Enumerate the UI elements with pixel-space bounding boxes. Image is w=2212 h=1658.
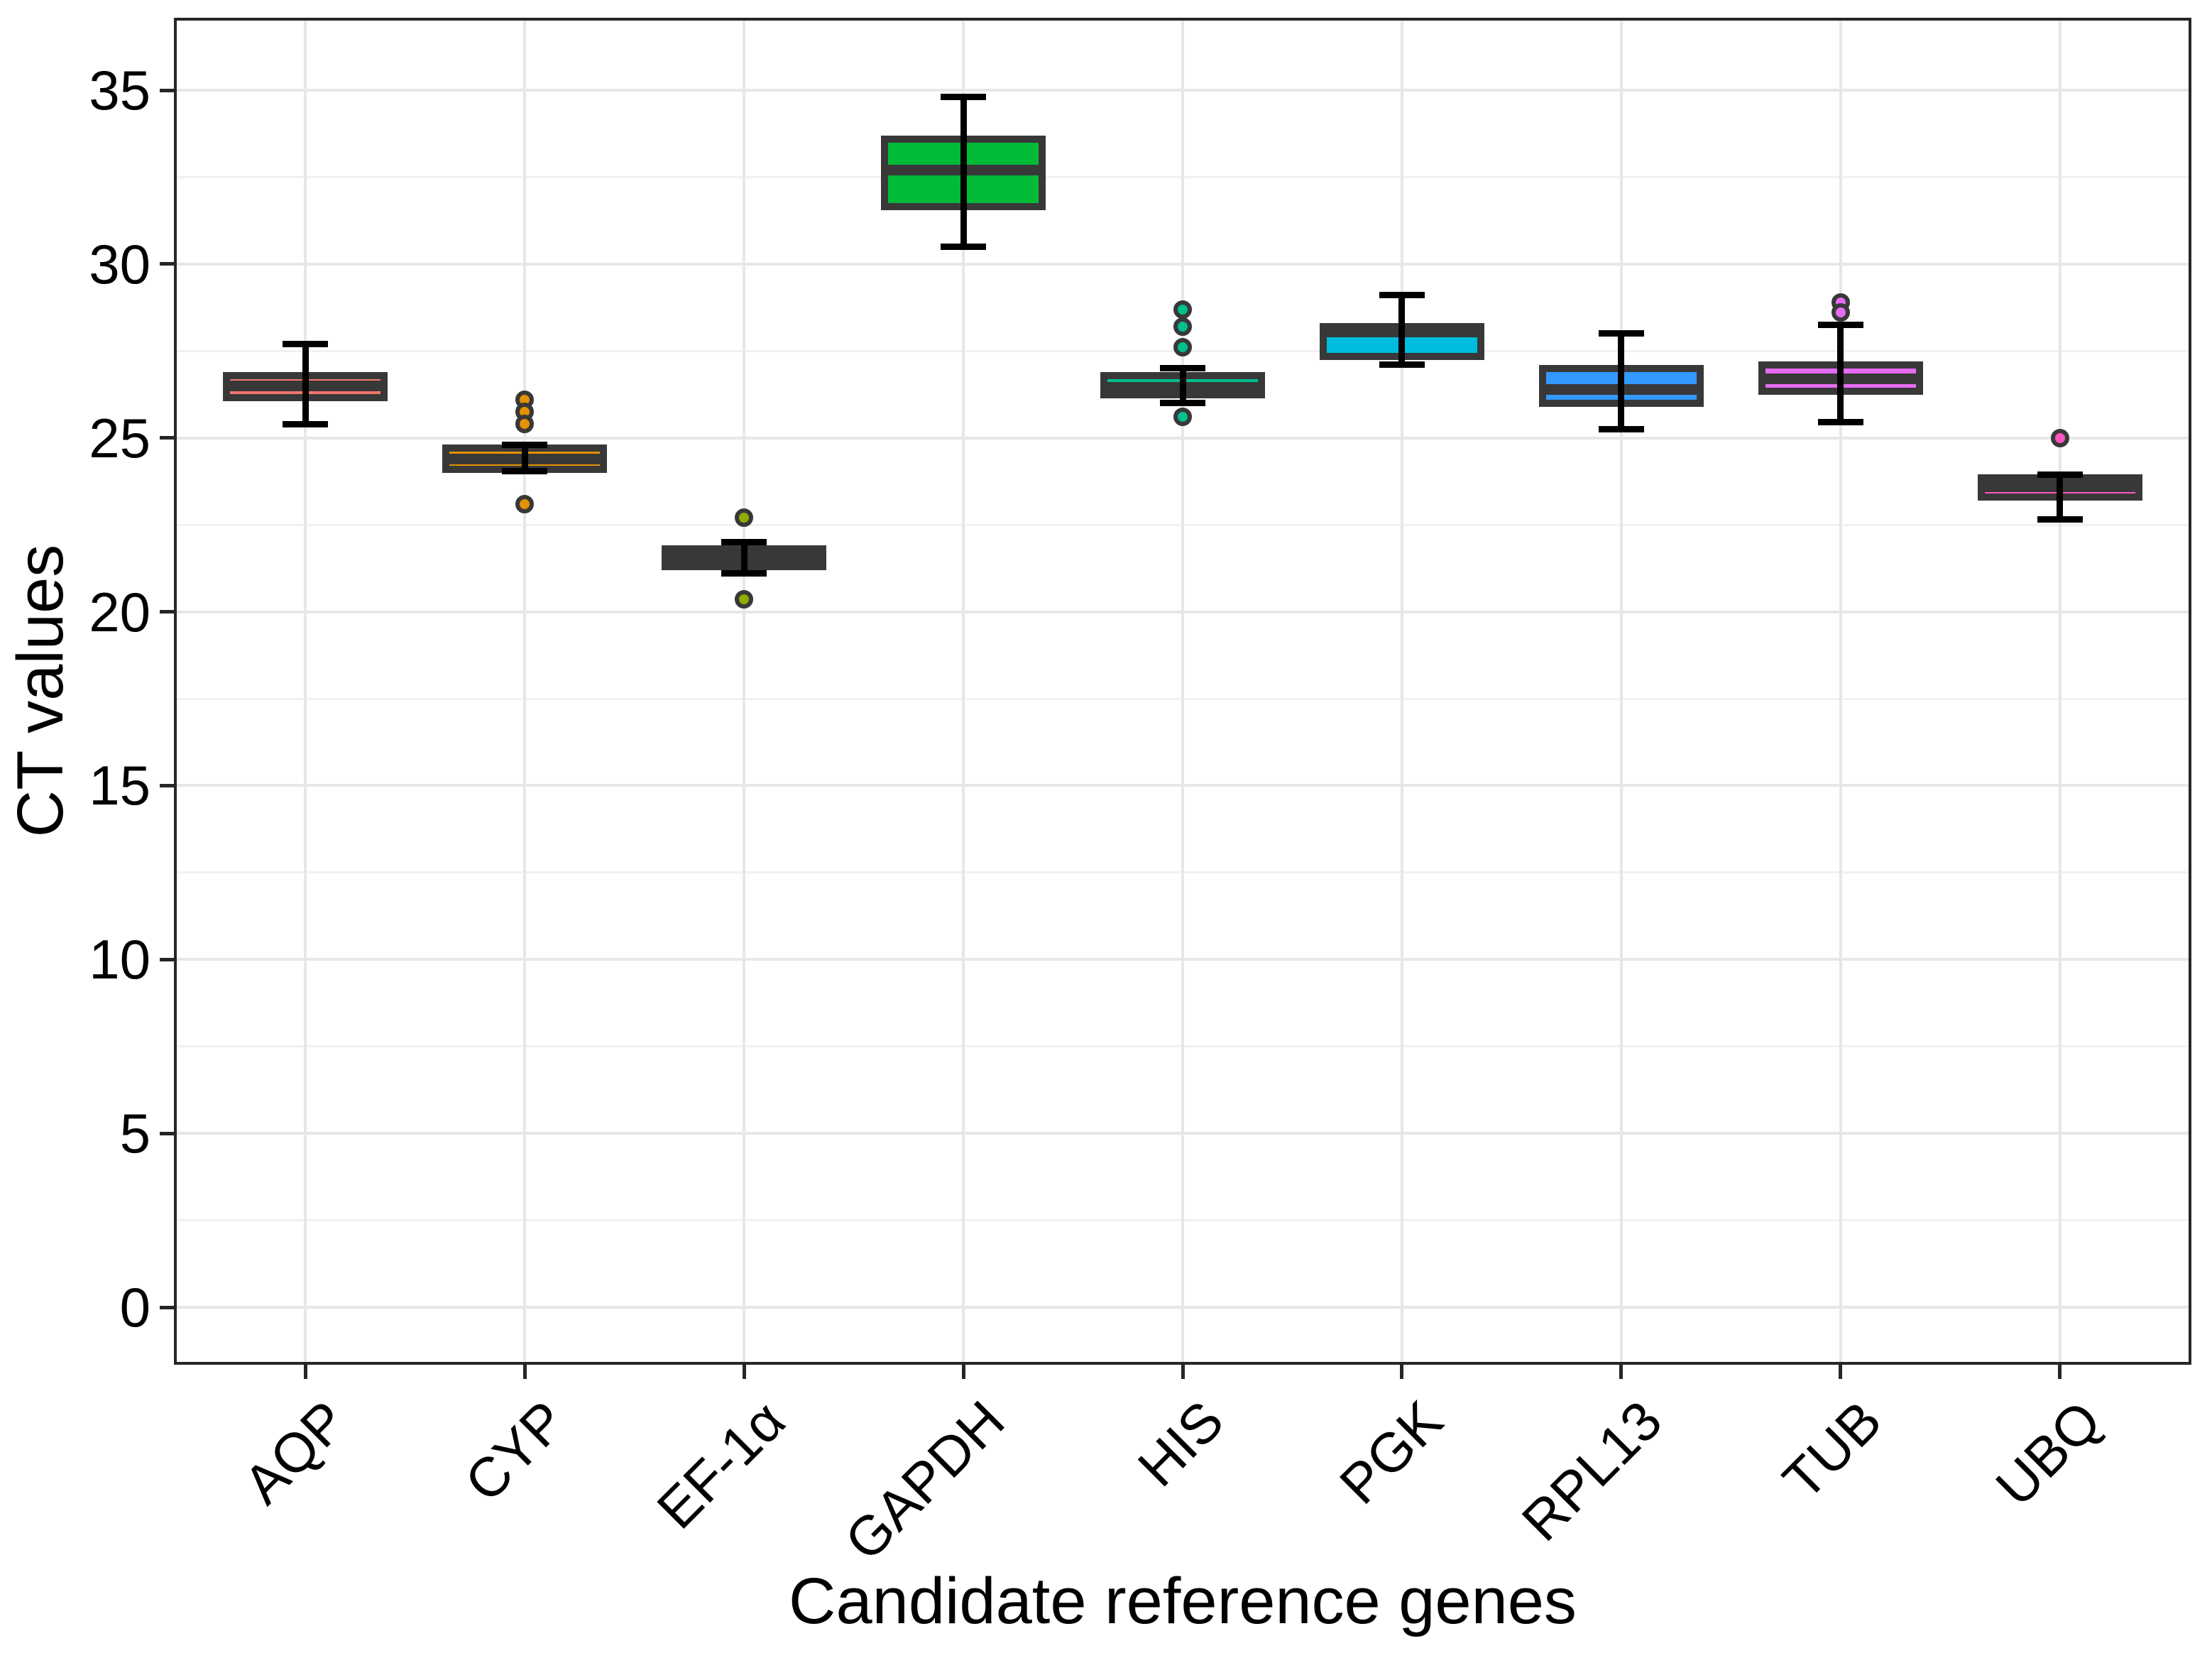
y-tick-0 (160, 1305, 174, 1309)
y-tick-label-30: 30 (89, 232, 150, 295)
major-gridline-x-TUB (1839, 18, 1842, 1365)
x-tick-GAPDH (961, 1365, 965, 1379)
y-tick-5 (160, 1131, 174, 1135)
whisker-cap-high-EF-1α (721, 539, 767, 546)
major-gridline-x-HIS (1181, 18, 1184, 1365)
whisker-cap-low-CYP (502, 467, 548, 474)
y-tick-label-25: 25 (89, 406, 150, 469)
y-tick-30 (160, 262, 174, 266)
boxplot-CYP (174, 18, 2191, 1365)
x-category-label-text-RPL13: RPL13 (1510, 1388, 1674, 1553)
x-axis-title: Candidate reference genes (789, 1565, 1577, 1637)
whisker-cap-low-PGK (1379, 361, 1425, 369)
y-tick-label-0: 0 (119, 1276, 150, 1338)
x-category-label-text-CYP: CYP (452, 1388, 578, 1514)
x-category-label-text-GAPDH: GAPDH (832, 1388, 1017, 1573)
y-tick-label-5: 5 (119, 1102, 150, 1165)
whisker-line-EF-1α (740, 539, 748, 577)
outlier-TUB-1 (1831, 303, 1850, 322)
outlier-EF-1α-0 (735, 508, 754, 528)
y-tick-10 (160, 957, 174, 961)
y-tick-35 (160, 88, 174, 92)
major-gridline-x-PGK (1400, 18, 1403, 1365)
whisker-line-CYP (521, 442, 528, 474)
y-tick-label-20: 20 (89, 580, 150, 643)
boxplot-AQP (174, 18, 2191, 1365)
x-tick-PGK (1400, 1365, 1404, 1379)
whisker-cap-low-HIS (1160, 400, 1205, 407)
x-category-label-text-AQP: AQP (231, 1388, 358, 1516)
outlier-HIS-2 (1173, 338, 1192, 357)
boxplot-TUB (174, 18, 2191, 1365)
plot-panel (174, 18, 2191, 1365)
outlier-EF-1α-1 (735, 590, 754, 609)
whisker-cap-high-UBQ (2037, 471, 2083, 478)
x-tick-EF-1α (742, 1365, 746, 1379)
whisker-cap-low-UBQ (2037, 516, 2083, 523)
x-category-label-text-UBQ: UBQ (1983, 1388, 2113, 1518)
boxplot-PGK (174, 18, 2191, 1365)
boxplot-HIS (174, 18, 2191, 1365)
major-gridline-x-CYP (523, 18, 527, 1365)
outlier-HIS-1 (1173, 317, 1192, 337)
major-gridline-x-EF-1α (743, 18, 746, 1365)
x-tick-HIS (1181, 1365, 1185, 1379)
x-tick-UBQ (2058, 1365, 2062, 1379)
whisker-cap-high-CYP (502, 442, 548, 449)
y-tick-25 (160, 436, 174, 440)
whisker-cap-low-AQP (283, 420, 329, 427)
whisker-line-GAPDH (960, 94, 967, 250)
y-tick-label-10: 10 (89, 928, 150, 991)
whisker-cap-high-PGK (1379, 292, 1425, 299)
x-category-label-text-TUB: TUB (1770, 1388, 1893, 1512)
whisker-cap-high-TUB (1817, 322, 1863, 329)
whisker-line-RPL13 (1618, 330, 1625, 432)
boxplot-EF-1α (174, 18, 2191, 1365)
x-category-label-text-PGK: PGK (1327, 1388, 1455, 1516)
boxplot-RPL13 (174, 18, 2191, 1365)
outlier-CYP-2 (515, 415, 535, 434)
whisker-cap-low-RPL13 (1598, 426, 1644, 432)
whisker-line-TUB (1837, 322, 1844, 426)
whisker-line-PGK (1398, 292, 1406, 369)
whisker-cap-high-AQP (283, 341, 329, 348)
whisker-cap-low-GAPDH (941, 243, 987, 250)
whisker-cap-high-RPL13 (1598, 330, 1644, 337)
outlier-HIS-3 (1173, 408, 1192, 427)
whisker-cap-high-GAPDH (941, 94, 987, 101)
major-gridline-x-RPL13 (1619, 18, 1623, 1365)
y-tick-15 (160, 783, 174, 787)
x-category-label-text-HIS: HIS (1125, 1388, 1236, 1499)
boxplot-GAPDH (174, 18, 2191, 1365)
outlier-CYP-3 (515, 494, 535, 513)
x-tick-AQP (303, 1365, 307, 1379)
x-tick-CYP (522, 1365, 527, 1379)
whisker-line-AQP (302, 341, 309, 427)
x-tick-RPL13 (1619, 1365, 1624, 1379)
whisker-cap-low-TUB (1817, 419, 1863, 426)
y-tick-label-35: 35 (89, 59, 150, 122)
y-tick-label-15: 15 (89, 754, 150, 817)
major-gridline-x-AQP (304, 18, 307, 1365)
major-gridline-x-GAPDH (962, 18, 965, 1365)
whisker-cap-high-HIS (1160, 365, 1205, 372)
x-category-label-text-EF-1α: EF-1α (645, 1388, 797, 1541)
whisker-line-HIS (1179, 365, 1186, 407)
outlier-HIS-0 (1173, 300, 1192, 319)
x-tick-TUB (1839, 1365, 1843, 1379)
y-tick-20 (160, 610, 174, 614)
major-gridline-x-UBQ (2058, 18, 2062, 1365)
outlier-UBQ-0 (2050, 428, 2069, 447)
boxplot-UBQ (174, 18, 2191, 1365)
whisker-line-UBQ (2057, 471, 2064, 523)
whisker-cap-low-EF-1α (721, 570, 767, 577)
